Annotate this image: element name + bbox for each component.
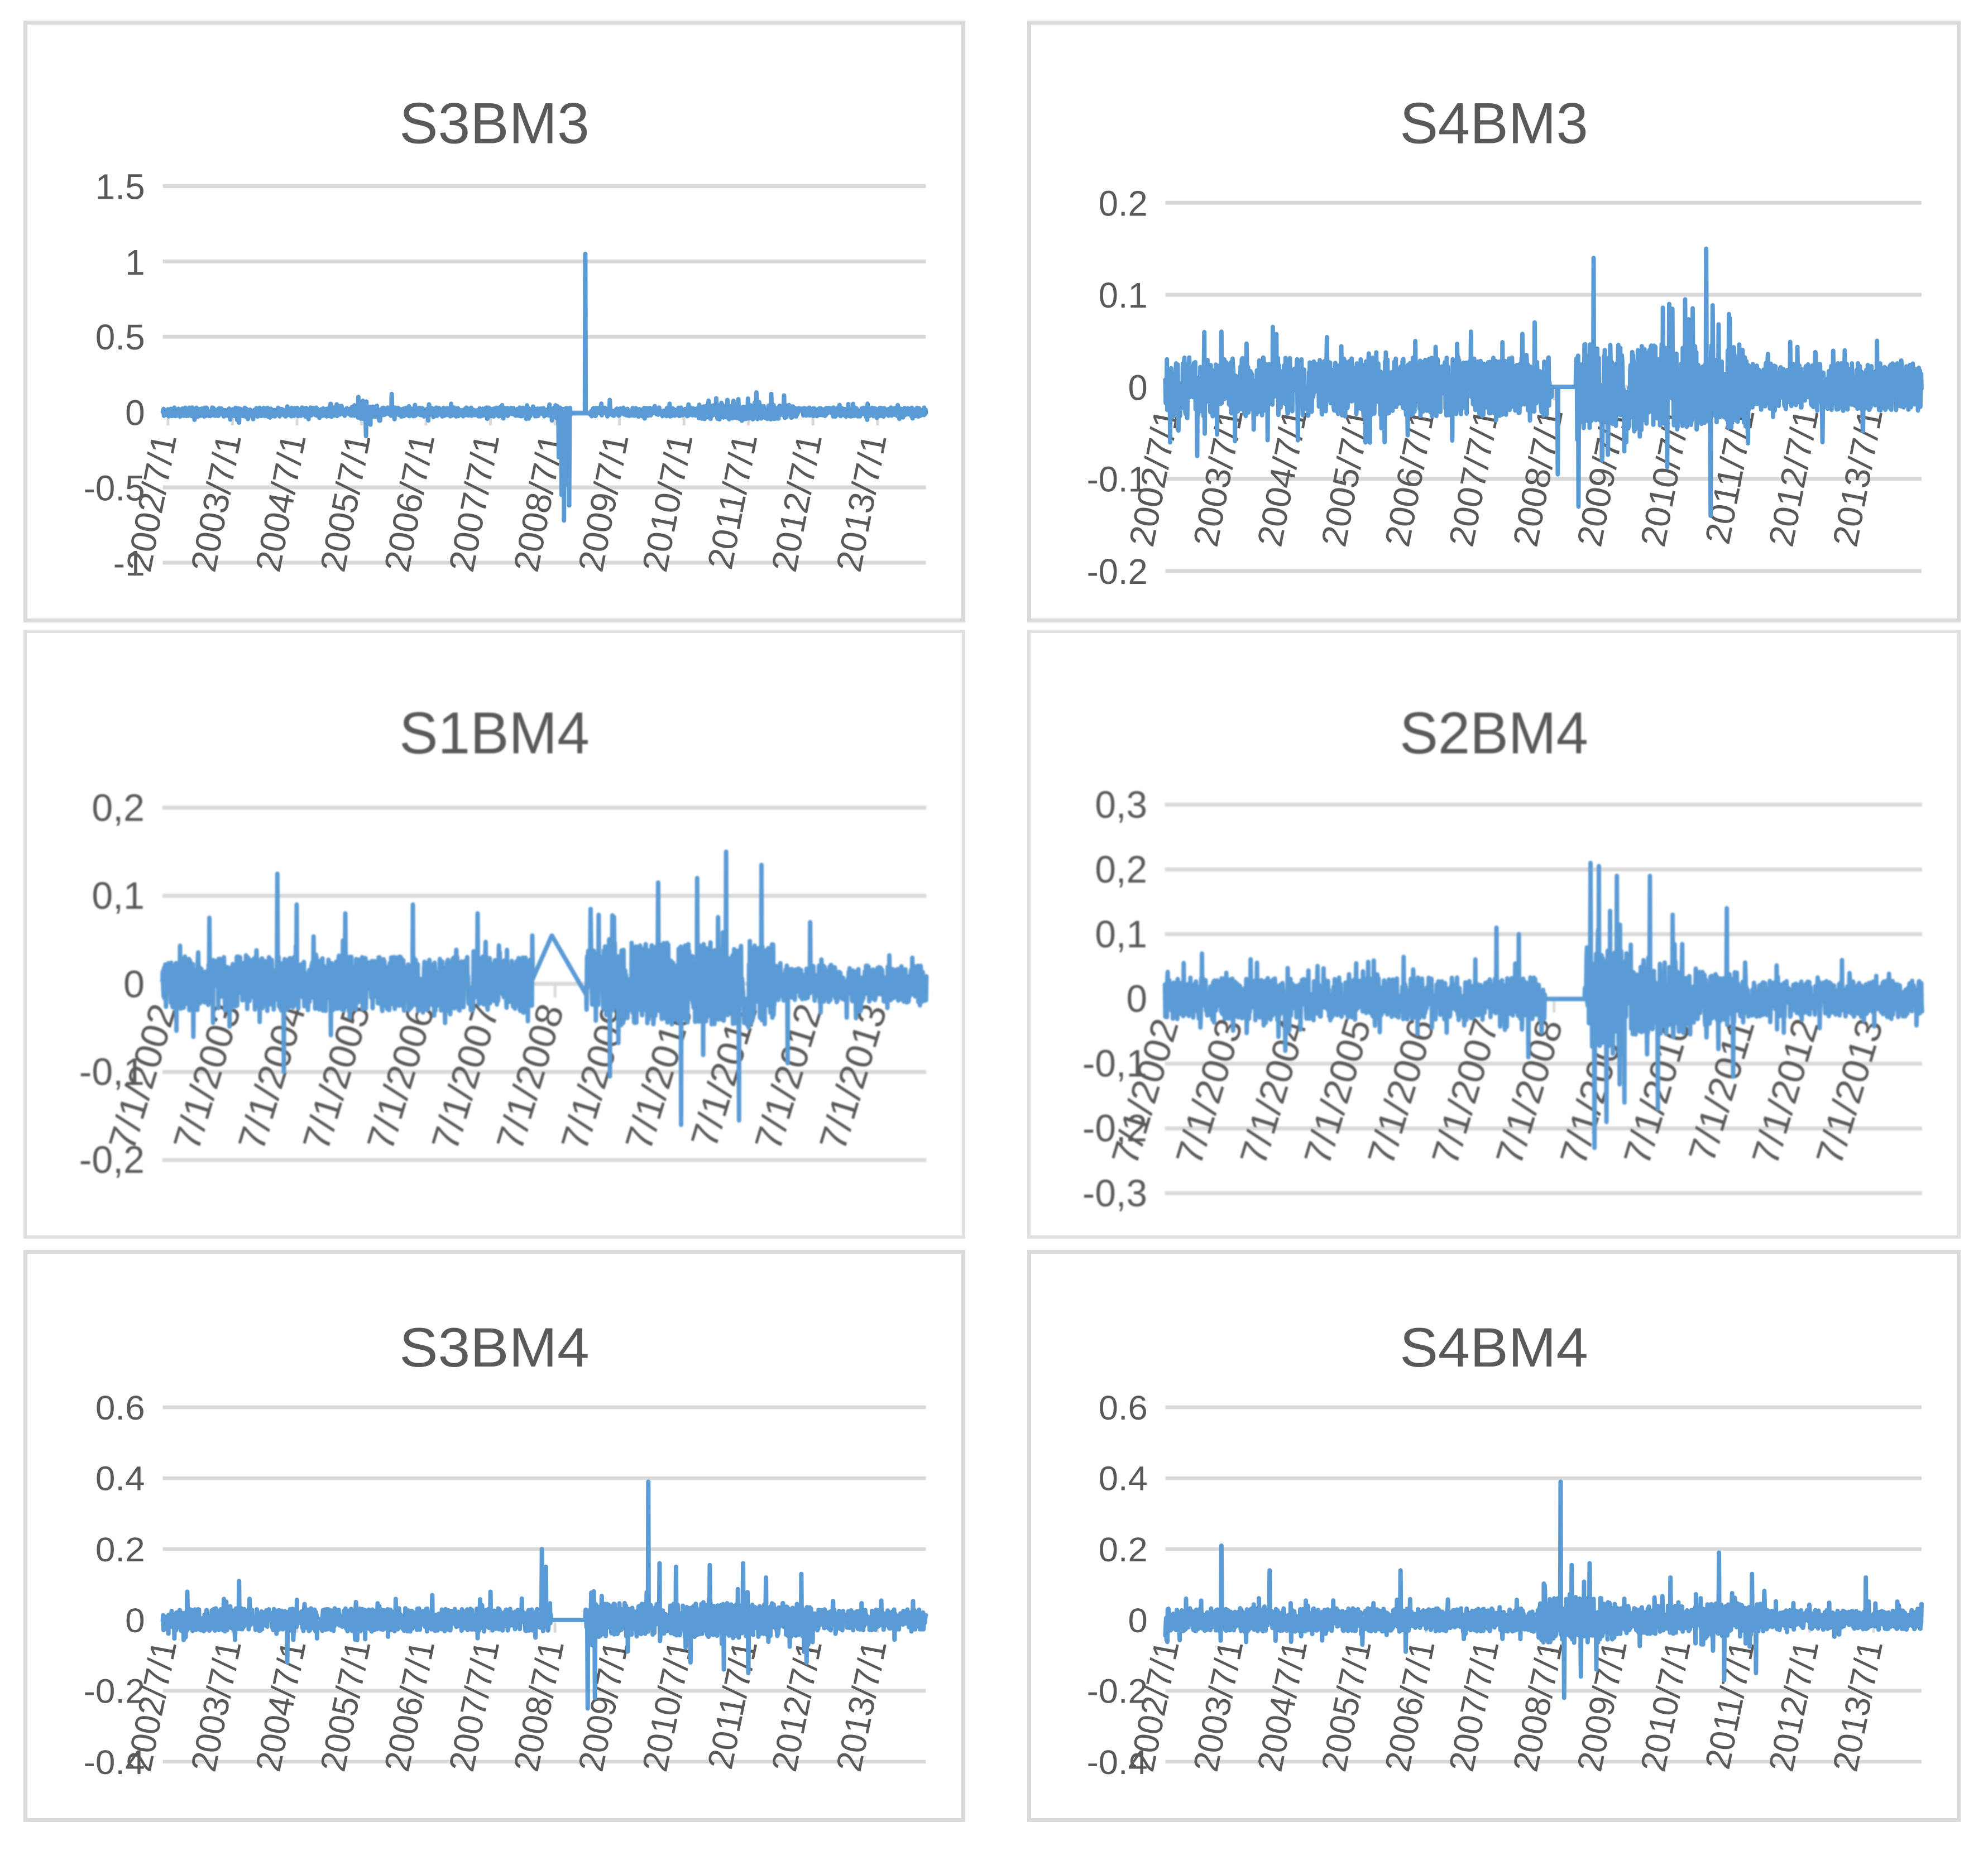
x-tick-label: 2003/7/1 xyxy=(1186,1638,1251,1775)
chart-s4bm4: S4BM4 0.6 0.4 0.2 0 -0.2 -0.4 2002/7/1 2003/7/1… xyxy=(1027,1250,1961,1822)
grid-cell: S3BM4 0.6 0.4 0.2 0 -0.2 -0.4 2002/7/1 2003/7/1… xyxy=(23,1250,965,1822)
x-tick-label: 2006/7/1 xyxy=(1378,1638,1443,1775)
x-tick-label: 2013/7/1 xyxy=(1826,1638,1890,1775)
chart-s4bm4-plot: S4BM4 0.60.40.20-0.2-0.42002/7/12003/7/1… xyxy=(1087,1317,1924,1782)
x-tick-label: 2011/7/1 xyxy=(1698,1638,1762,1772)
y-tick-label: 0.2 xyxy=(95,1531,145,1569)
x-tick-label: 2003/7/1 xyxy=(184,1637,250,1775)
y-tick-label: 0.1 xyxy=(1099,275,1148,315)
x-tick-label: 2012/7/1 xyxy=(764,430,830,575)
y-tick-label: -0.4 xyxy=(84,1743,145,1781)
chart-s3bm4-plot: S3BM4 0.60.40.20-0.2-0.42002/7/12003/7/1… xyxy=(84,1317,928,1782)
series-line xyxy=(1163,1479,1924,1700)
y-tick-label: -0,2 xyxy=(1082,1107,1147,1150)
charts-grid: S3BM3 1.5 1 0.5 0 -0.5 -1 2002/7/1 2003/7/1 2004… xyxy=(23,21,1961,1822)
series-line xyxy=(160,1479,928,1711)
x-tick-label: 2013/7/1 xyxy=(829,1637,895,1775)
x-tick-label: 2005/7/1 xyxy=(313,1637,379,1775)
series-line xyxy=(1162,860,1924,1150)
x-tick-label: 2006/7/1 xyxy=(377,1637,443,1775)
x-tick-label: 2008/7/1 xyxy=(1506,1638,1571,1775)
chart-s2bm4: S2BM4 0,3 0,2 0,1 0 -0,1 -0,2 -0,3 7/1/2002 7/1/… xyxy=(1027,630,1961,1239)
chart-s3bm4: S3BM4 0.6 0.4 0.2 0 -0.2 -0.4 2002/7/1 2003/7/1… xyxy=(23,1250,965,1822)
y-tick-label: -0.2 xyxy=(1087,552,1148,592)
y-tick-label: 0,1 xyxy=(92,874,144,917)
chart-s3bm3-plot: S3BM3 1.510.50-0.5-12002/7/12003/7/12004… xyxy=(84,91,928,583)
y-tick-label: 0,2 xyxy=(1095,848,1147,891)
x-tick-label: 2012/7/1 xyxy=(764,1637,830,1775)
y-tick-label: 0 xyxy=(123,962,145,1006)
grid-cell: S4BM4 0.6 0.4 0.2 0 -0.2 -0.4 2002/7/1 2003/7/1… xyxy=(1027,1250,1961,1822)
series-line xyxy=(160,849,929,1128)
series-line xyxy=(1163,246,1924,518)
chart-s4bm3-plot: S4BM3 0.20.10-0.1-0.22002/7/12003/7/1200… xyxy=(1087,90,1924,592)
y-tick-label: 0,1 xyxy=(1095,913,1147,956)
y-tick-label: 0 xyxy=(125,1602,145,1640)
y-tick-label: 0,3 xyxy=(1095,783,1147,826)
y-tick-label: -0,2 xyxy=(79,1138,145,1182)
grid-cell: S3BM3 1.5 1 0.5 0 -0.5 -1 2002/7/1 2003/7/1 2004… xyxy=(23,21,965,622)
y-tick-label: -0,1 xyxy=(1082,1042,1147,1085)
y-tick-label: 1.5 xyxy=(95,166,145,207)
x-tick-label: 2012/7/1 xyxy=(1762,1638,1827,1775)
y-tick-label: 1 xyxy=(125,242,145,282)
grid-cell: S2BM4 0,3 0,2 0,1 0 -0,1 -0,2 -0,3 7/1/2002 7/1/… xyxy=(1027,630,1961,1239)
y-tick-label: 0.4 xyxy=(95,1460,145,1498)
chart-title: S1BM4 xyxy=(399,701,590,766)
y-tick-label: -0.2 xyxy=(1087,1672,1148,1710)
y-tick-label: -0,3 xyxy=(1082,1172,1147,1215)
y-tick-label: -0,1 xyxy=(79,1050,145,1094)
x-tick-label: 2004/7/1 xyxy=(248,1637,314,1775)
y-tick-label: -0.4 xyxy=(1087,1744,1148,1782)
chart-title: S4BM3 xyxy=(1400,90,1588,156)
x-tick-label: 2004/7/1 xyxy=(248,430,314,575)
y-tick-label: 0 xyxy=(1128,1602,1148,1640)
chart-title: S2BM4 xyxy=(1400,701,1588,766)
x-tick-label: 2008/7/1 xyxy=(506,1637,572,1775)
chart-title: S4BM4 xyxy=(1400,1317,1588,1379)
chart-s3bm3: S3BM3 1.5 1 0.5 0 -0.5 -1 2002/7/1 2003/7/1 2004… xyxy=(23,21,965,622)
x-tick-label: 2005/7/1 xyxy=(1314,1638,1379,1775)
x-tick-label: 2009/7/1 xyxy=(571,430,636,575)
grid-cell: S4BM3 0.2 0.1 0 -0.1 -0.2 2002/7/1 2003/7/1 200… xyxy=(1027,21,1961,622)
chart-s1bm4-plot: S1BM4 0,20,10-0,1-0,27/1/20027/1/20037/1… xyxy=(79,701,929,1182)
x-tick-label: 2004/7/1 xyxy=(1251,1638,1315,1775)
y-tick-label: 0 xyxy=(1127,977,1147,1020)
chart-s2bm4-plot: S2BM4 0,30,20,10-0,1-0,2-0,37/1/20027/1/… xyxy=(1082,701,1924,1215)
y-tick-label: -0.5 xyxy=(84,468,145,508)
y-tick-label: 0.5 xyxy=(95,317,145,357)
x-tick-label: 2003/7/1 xyxy=(183,430,249,575)
x-tick-label: 2010/7/1 xyxy=(1633,1638,1698,1775)
x-tick-label: 2007/7/1 xyxy=(442,1637,507,1775)
y-tick-label: 0.2 xyxy=(1099,1531,1148,1569)
y-tick-label: 0 xyxy=(1128,367,1148,408)
x-tick-label: 2007/7/1 xyxy=(1442,1638,1507,1775)
x-tick-label: 2006/7/1 xyxy=(376,430,442,575)
y-tick-label: 0.6 xyxy=(1099,1389,1148,1427)
chart-title: S3BM3 xyxy=(399,91,589,156)
y-tick-label: 0.2 xyxy=(1099,183,1148,223)
chart-title: S3BM4 xyxy=(399,1317,589,1378)
x-tick-label: 2010/7/1 xyxy=(635,430,701,575)
y-tick-label: -0.1 xyxy=(1087,459,1148,499)
grid-cell: S1BM4 0,2 0,1 0 -0,1 -0,2 7/1/2002 7/1/2003 7/1… xyxy=(23,630,965,1239)
x-tick-label: 2007/7/1 xyxy=(441,430,507,575)
y-tick-label: 0 xyxy=(125,392,145,433)
y-tick-label: 0,2 xyxy=(92,786,144,830)
x-tick-label: 2011/7/1 xyxy=(700,430,765,572)
chart-s4bm3: S4BM3 0.2 0.1 0 -0.1 -0.2 2002/7/1 2003/7/1 200… xyxy=(1027,21,1961,622)
x-tick-label: 2009/7/1 xyxy=(571,1637,636,1775)
x-tick-label: 2011/7/1 xyxy=(700,1637,765,1772)
y-tick-label: 0.4 xyxy=(1099,1460,1148,1498)
y-tick-label: -0.2 xyxy=(84,1672,145,1710)
y-tick-label: 0.6 xyxy=(95,1389,145,1427)
series-line xyxy=(160,251,928,523)
y-tick-label: -1 xyxy=(113,543,145,583)
x-tick-label: 2005/7/1 xyxy=(313,430,379,575)
chart-s1bm4: S1BM4 0,2 0,1 0 -0,1 -0,2 7/1/2002 7/1/2003 7/1… xyxy=(23,630,965,1239)
x-tick-label: 2013/7/1 xyxy=(828,430,894,575)
